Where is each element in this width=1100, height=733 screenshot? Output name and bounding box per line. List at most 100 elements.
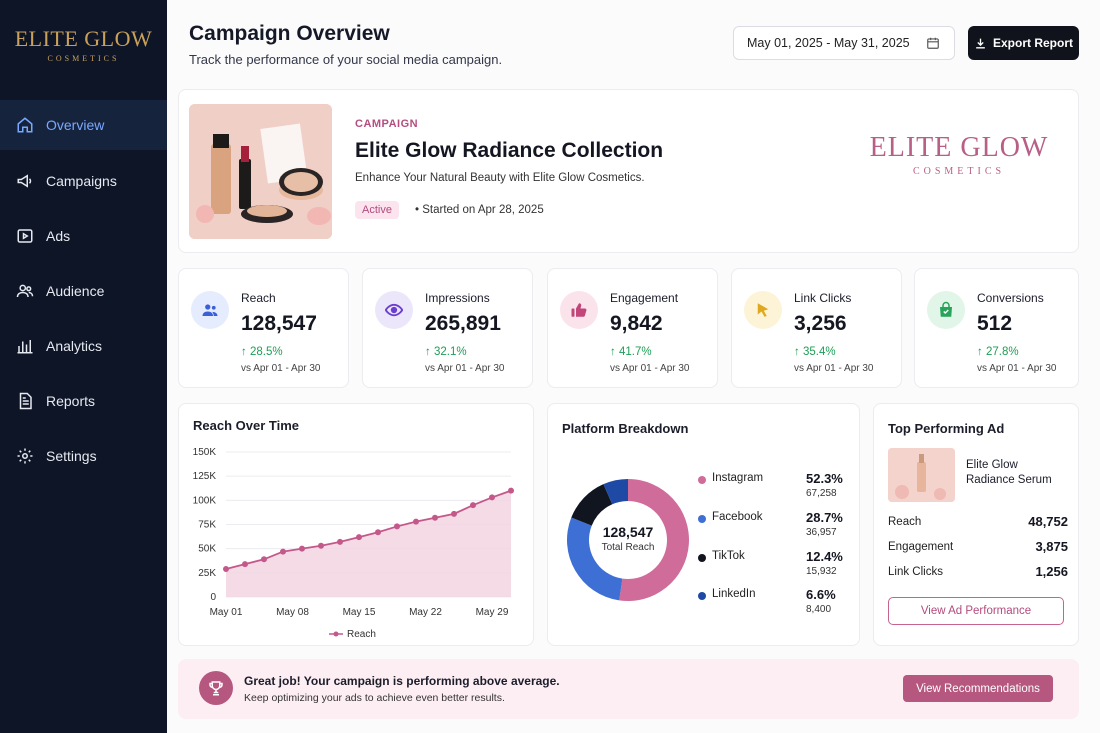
reach-point <box>489 494 495 501</box>
legend-dot <box>698 515 706 523</box>
stat-label: Conversions <box>977 291 1044 305</box>
date-range-picker[interactable]: May 01, 2025 - May 31, 2025 <box>733 26 955 60</box>
stat-label: Reach <box>241 291 276 305</box>
stat-card-engagement: Engagement 9,842 ↑ 41.7% vs Apr 01 - Apr… <box>547 268 718 388</box>
reach-point <box>432 514 438 521</box>
legend-count: 8,400 <box>806 604 832 615</box>
stat-change-value: 41.7% <box>618 346 652 358</box>
banner-title: Great job! Your campaign is performing a… <box>244 674 560 688</box>
y-tick-label: 25K <box>198 568 216 579</box>
sidebar-item-audience[interactable]: Audience <box>0 263 167 318</box>
reach-point <box>375 529 381 536</box>
cursor-icon <box>744 291 782 329</box>
view-ad-performance-button[interactable]: View Ad Performance <box>888 597 1064 625</box>
legend-name: Facebook <box>712 511 763 523</box>
top-ad-row-value: 48,752 <box>1028 514 1068 529</box>
sidebar-item-ads[interactable]: Ads <box>0 208 167 263</box>
legend-name: LinkedIn <box>712 588 756 600</box>
legend-name: Instagram <box>712 472 764 484</box>
top-ad-name: Elite Glow Radiance Serum <box>966 459 1052 486</box>
top-ad-image <box>888 448 955 502</box>
reach-point <box>299 545 305 552</box>
stat-label: Engagement <box>610 291 679 305</box>
campaign-start-text: Started on Apr 28, 2025 <box>422 204 544 216</box>
legend-count: 15,932 <box>806 566 837 577</box>
stat-period: vs Apr 01 - Apr 30 <box>794 363 874 374</box>
legend-dot <box>698 476 706 484</box>
home-icon <box>16 116 34 134</box>
campaign-start-date: • Started on Apr 28, 2025 <box>415 204 544 216</box>
top-ad-row-value: 1,256 <box>1035 564 1068 579</box>
x-tick-label: May 22 <box>409 607 442 618</box>
reach-point <box>470 502 476 509</box>
reach-point <box>508 487 514 494</box>
stat-change-value: 28.5% <box>249 346 283 358</box>
legend-percent: 52.3% <box>806 471 843 486</box>
donut-slice-facebook <box>567 517 623 601</box>
reach-point <box>337 538 343 545</box>
top-ad-row-link-clicks: Link Clicks 1,256 <box>888 564 1068 582</box>
reach-point <box>451 510 457 517</box>
sidebar-item-overview[interactable]: Overview <box>0 100 167 150</box>
campaign-card: CAMPAIGN Elite Glow Radiance Collection … <box>178 89 1079 253</box>
sidebar-item-reports[interactable]: Reports <box>0 373 167 428</box>
date-range-value: May 01, 2025 - May 31, 2025 <box>747 36 910 50</box>
donut-slice-linkedin <box>603 479 628 505</box>
performance-banner: Great job! Your campaign is performing a… <box>178 659 1079 719</box>
sidebar-item-campaigns[interactable]: Campaigns <box>0 153 167 208</box>
shopping-bag-icon <box>927 291 965 329</box>
platform-breakdown-card: Platform Breakdown 128,547 Total Reach I… <box>547 403 860 646</box>
stat-value: 3,256 <box>794 312 847 335</box>
donut-total-value: 128,547 <box>602 524 654 540</box>
donut-slice-instagram <box>619 479 690 601</box>
stat-change: ↑ 32.1% <box>425 346 467 358</box>
campaign-label: CAMPAIGN <box>355 118 419 130</box>
donut-total-label: Total Reach <box>601 542 655 553</box>
top-ad-title: Top Performing Ad <box>888 421 1005 436</box>
calendar-icon <box>927 37 939 49</box>
x-tick-label: May 08 <box>276 607 309 618</box>
reach-line <box>225 489 512 570</box>
stat-label: Link Clicks <box>794 291 852 305</box>
top-ad-row-label: Link Clicks <box>888 566 943 578</box>
brand-name: ELITE GLOW <box>14 25 153 51</box>
campaign-logo-sub: COSMETICS <box>912 166 1006 177</box>
export-report-button[interactable]: Export Report <box>968 26 1079 60</box>
x-tick-label: May 15 <box>343 607 376 618</box>
sidebar-item-settings[interactable]: Settings <box>0 428 167 483</box>
sidebar: ELITE GLOW COSMETICS Overview Campaigns … <box>0 0 167 733</box>
sidebar-nav: Overview Campaigns Ads Audience Analytic… <box>0 100 167 483</box>
brand-subtitle: COSMETICS <box>47 53 120 63</box>
x-tick-label: May 29 <box>476 607 509 618</box>
stat-period: vs Apr 01 - Apr 30 <box>977 363 1057 374</box>
stat-change-value: 32.1% <box>433 346 467 358</box>
users-icon <box>16 282 34 300</box>
view-recommendations-button[interactable]: View Recommendations <box>903 675 1053 702</box>
legend-label: Reach <box>347 629 376 640</box>
top-ad-card: Top Performing Ad Elite Glow Radiance Se… <box>873 403 1079 646</box>
stat-period: vs Apr 01 - Apr 30 <box>425 363 505 374</box>
brand-logo[interactable]: ELITE GLOW COSMETICS <box>0 0 167 88</box>
sidebar-item-label: Reports <box>46 392 96 409</box>
sidebar-item-analytics[interactable]: Analytics <box>0 318 167 373</box>
legend-row-tiktok: TikTok 12.4% 15,932 <box>696 549 856 585</box>
legend-dot <box>698 592 706 600</box>
stat-change: ↑ 27.8% <box>977 346 1019 358</box>
trophy-icon <box>199 671 233 705</box>
x-tick-label: May 01 <box>210 607 243 618</box>
platform-title: Platform Breakdown <box>562 421 689 436</box>
reach-point <box>413 518 419 525</box>
sidebar-item-label: Settings <box>46 447 97 464</box>
document-icon <box>16 392 34 410</box>
reach-point <box>318 542 324 549</box>
legend-name: TikTok <box>712 550 745 562</box>
top-ad-row-label: Reach <box>888 516 922 528</box>
legend-row-instagram: Instagram 52.3% 67,258 <box>696 471 856 507</box>
download-icon <box>976 38 985 49</box>
y-tick-label: 0 <box>210 592 216 603</box>
eye-icon <box>375 291 413 329</box>
campaign-logo-name: ELITE GLOW <box>869 132 1049 163</box>
legend-percent: 12.4% <box>806 549 843 564</box>
sidebar-item-label: Campaigns <box>46 172 117 189</box>
platform-donut-chart <box>567 479 690 601</box>
